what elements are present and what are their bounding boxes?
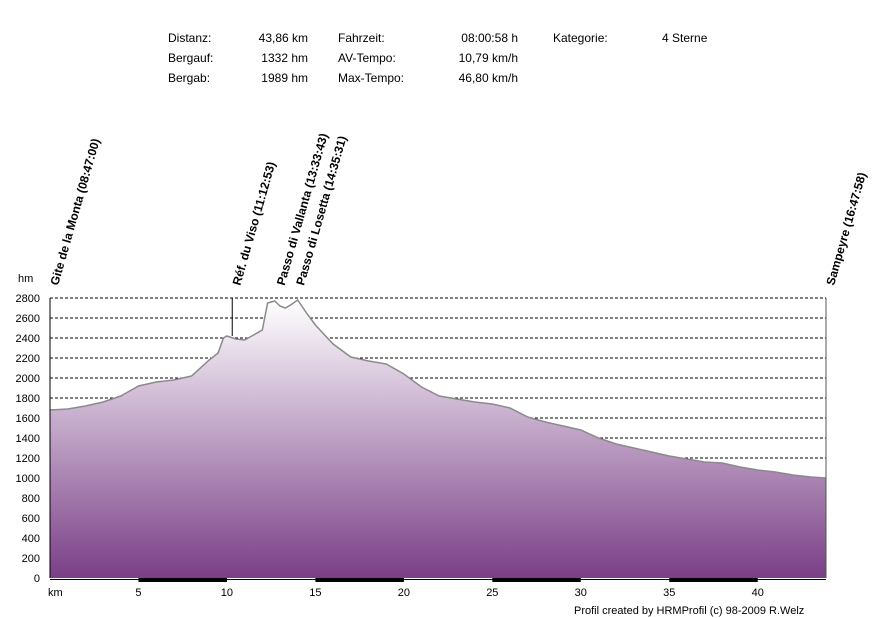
axes — [49, 298, 827, 582]
x-tick-label: 20 — [398, 587, 410, 599]
y-tick-label: 1200 — [16, 453, 40, 465]
x-tick-label: 40 — [752, 587, 764, 599]
km-bar-segment-2 — [315, 578, 404, 582]
stat-category-value: 4 Sterne — [662, 31, 708, 45]
stat-max-speed-label: Max-Tempo: — [338, 71, 405, 85]
footer-credit: Profil created by HRMProfil (c) 98-2009 … — [574, 605, 805, 617]
profile-line — [49, 298, 827, 479]
stat-ascent-label: Bergauf: — [168, 51, 214, 65]
y-tick-label: 2000 — [16, 373, 40, 385]
y-tick-label: 200 — [22, 553, 40, 565]
stat-ascent-value: 1332 hm — [261, 51, 308, 65]
y-tick-label: 400 — [22, 533, 40, 545]
y-tick-labels: 0 200 400 600 800 1000 1200 1400 1600 1800 2000 220… — [16, 293, 40, 585]
km-bar-segment-1 — [138, 578, 227, 582]
stat-avg-speed-value: 10,79 km/h — [458, 51, 518, 65]
stat-descent-value: 1989 hm — [261, 71, 308, 85]
profile-area — [50, 300, 826, 578]
x-tick-label: 5 — [135, 587, 141, 599]
waypoint-labels: Gite de la Monta (08:47:00) Réf. du Viso … — [47, 132, 869, 336]
y-tick-label: 1600 — [16, 413, 40, 425]
waypoint-label: Sampeyre (16:47:58) — [823, 171, 869, 287]
y-tick-label: 0 — [34, 573, 40, 585]
x-tick-label: 25 — [486, 587, 498, 599]
y-tick-label: 2600 — [16, 313, 40, 325]
y-axis-unit-label: hm — [18, 273, 33, 285]
waypoint-label: Réf. du Viso (11:12:53) — [230, 160, 279, 287]
y-tick-label: 2800 — [16, 293, 40, 305]
km-bar-segment-3 — [492, 578, 581, 582]
y-tick-label: 2200 — [16, 353, 40, 365]
km-bar-segment-4 — [669, 578, 758, 582]
x-axis-unit-label: km — [48, 587, 63, 599]
y-tick-label: 1400 — [16, 433, 40, 445]
y-tick-label: 1000 — [16, 473, 40, 485]
stat-category-label: Kategorie: — [553, 31, 608, 45]
stat-time-value: 08:00:58 h — [461, 31, 518, 45]
waypoint-label: Gite de la Monta (08:47:00) — [47, 137, 102, 287]
x-tick-label: 10 — [221, 587, 233, 599]
y-tick-label: 1800 — [16, 393, 40, 405]
stat-time-label: Fahrzeit: — [338, 31, 385, 45]
x-tick-label: 15 — [309, 587, 321, 599]
x-tick-label: 30 — [575, 587, 587, 599]
stat-distance-value: 43,86 km — [258, 31, 308, 45]
y-tick-label: 2400 — [16, 333, 40, 345]
y-tick-label: 600 — [22, 513, 40, 525]
stat-descent-label: Bergab: — [168, 71, 211, 85]
stat-distance-label: Distanz: — [168, 31, 212, 45]
stat-avg-speed-label: AV-Tempo: — [338, 51, 396, 65]
stat-max-speed-value: 46,80 km/h — [458, 71, 518, 85]
x-tick-labels: 5 10 15 20 25 30 35 40 — [135, 587, 763, 599]
y-tick-label: 800 — [22, 493, 40, 505]
profile-area-group — [49, 298, 827, 578]
x-tick-label: 35 — [663, 587, 675, 599]
